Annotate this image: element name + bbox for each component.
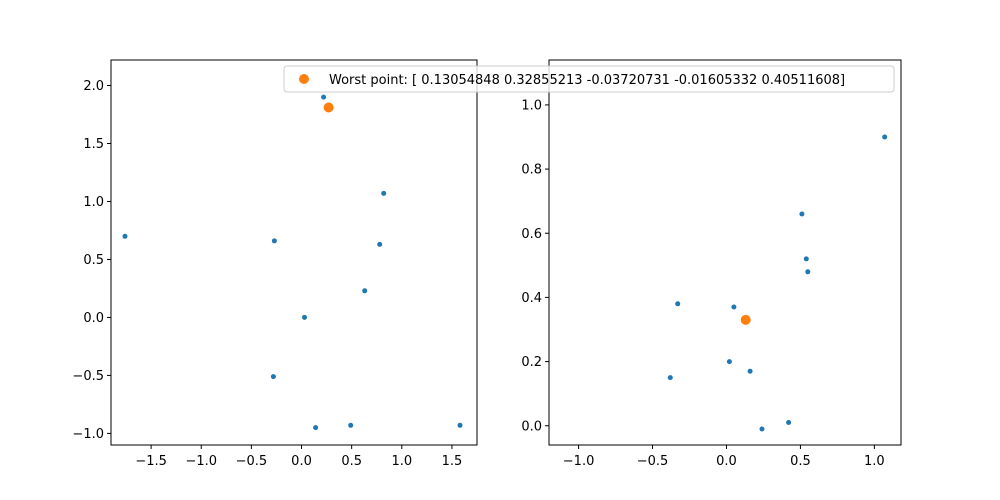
worst-point-marker-s1-0	[323, 102, 334, 113]
y-tick-label: 0.0	[521, 419, 542, 434]
data-point-s0-6	[377, 241, 383, 247]
data-point-s0-7	[799, 211, 805, 217]
data-point-s0-8	[803, 256, 809, 262]
x-tick-label: 0.5	[790, 454, 811, 469]
x-tick-label: 1.5	[442, 454, 463, 469]
y-tick-label: −1.0	[72, 427, 104, 442]
x-tick-label: 0.0	[716, 454, 737, 469]
x-tick-label: 0.0	[291, 454, 312, 469]
data-point-s0-4	[747, 368, 753, 374]
data-point-s0-9	[805, 269, 811, 275]
left-subplot: −1.5 −1.0 −0.5 0.0 0.5 1.0 1.5 −1.0 −0.5 0.0 0.5 1.…	[72, 59, 478, 469]
data-point-s0-2	[726, 359, 732, 365]
y-tick-label: 2.0	[83, 79, 104, 94]
data-point-s0-5	[759, 426, 765, 432]
data-point-s0-8	[313, 425, 319, 431]
data-point-s0-5	[362, 288, 368, 294]
x-tick-label: −1.5	[135, 454, 167, 469]
data-point-s0-1	[271, 238, 277, 244]
x-tick-label: −0.5	[637, 454, 669, 469]
data-point-s0-0	[122, 233, 128, 239]
data-point-s0-10	[882, 134, 888, 140]
data-point-s0-1	[731, 304, 737, 310]
data-point-s0-6	[786, 420, 792, 425]
y-tick-label: 0.5	[83, 253, 104, 268]
data-point-s0-3	[667, 375, 673, 381]
x-tick-label: 0.5	[341, 454, 362, 469]
x-tick-label: −1.0	[185, 454, 217, 469]
x-tick-label: −1.0	[563, 454, 595, 469]
x-tick-label: 1.0	[864, 454, 885, 469]
legend: Worst point: [ 0.13054848 0.32855213 -0.…	[283, 65, 895, 93]
y-tick-label: 1.5	[83, 137, 104, 152]
y-tick-label: 1.0	[83, 195, 104, 210]
legend-marker-worst-point	[299, 74, 309, 84]
data-point-s0-10	[457, 422, 463, 428]
y-tick-label: 1.0	[521, 98, 542, 113]
data-point-s0-7	[381, 190, 387, 196]
axes-frame	[110, 59, 478, 446]
y-tick-label: 0.2	[521, 355, 542, 370]
data-point-s0-3	[270, 374, 276, 380]
right-subplot: −1.0 −0.5 0.0 0.5 1.0 0.0 0.2 0.4 0.6 0.8 1.0	[521, 59, 902, 469]
worst-point-marker-s1-0	[740, 314, 751, 325]
legend-label-worst-point: Worst point: [ 0.13054848 0.32855213 -0.…	[329, 73, 845, 88]
y-tick-label: 0.8	[521, 163, 542, 178]
axes-frame	[548, 59, 902, 446]
y-tick-label: 0.0	[83, 311, 104, 326]
legend-frame	[283, 65, 895, 93]
data-point-s0-2	[302, 314, 307, 320]
data-point-s0-9	[348, 422, 354, 428]
x-tick-label: −0.5	[236, 454, 268, 469]
x-tick-label: 1.0	[391, 454, 412, 469]
data-point-s0-0	[675, 301, 681, 307]
y-tick-label: −0.5	[72, 369, 104, 384]
y-tick-label: 0.4	[521, 291, 542, 306]
y-tick-label: 0.6	[521, 227, 542, 242]
data-point-s0-4	[321, 94, 327, 100]
